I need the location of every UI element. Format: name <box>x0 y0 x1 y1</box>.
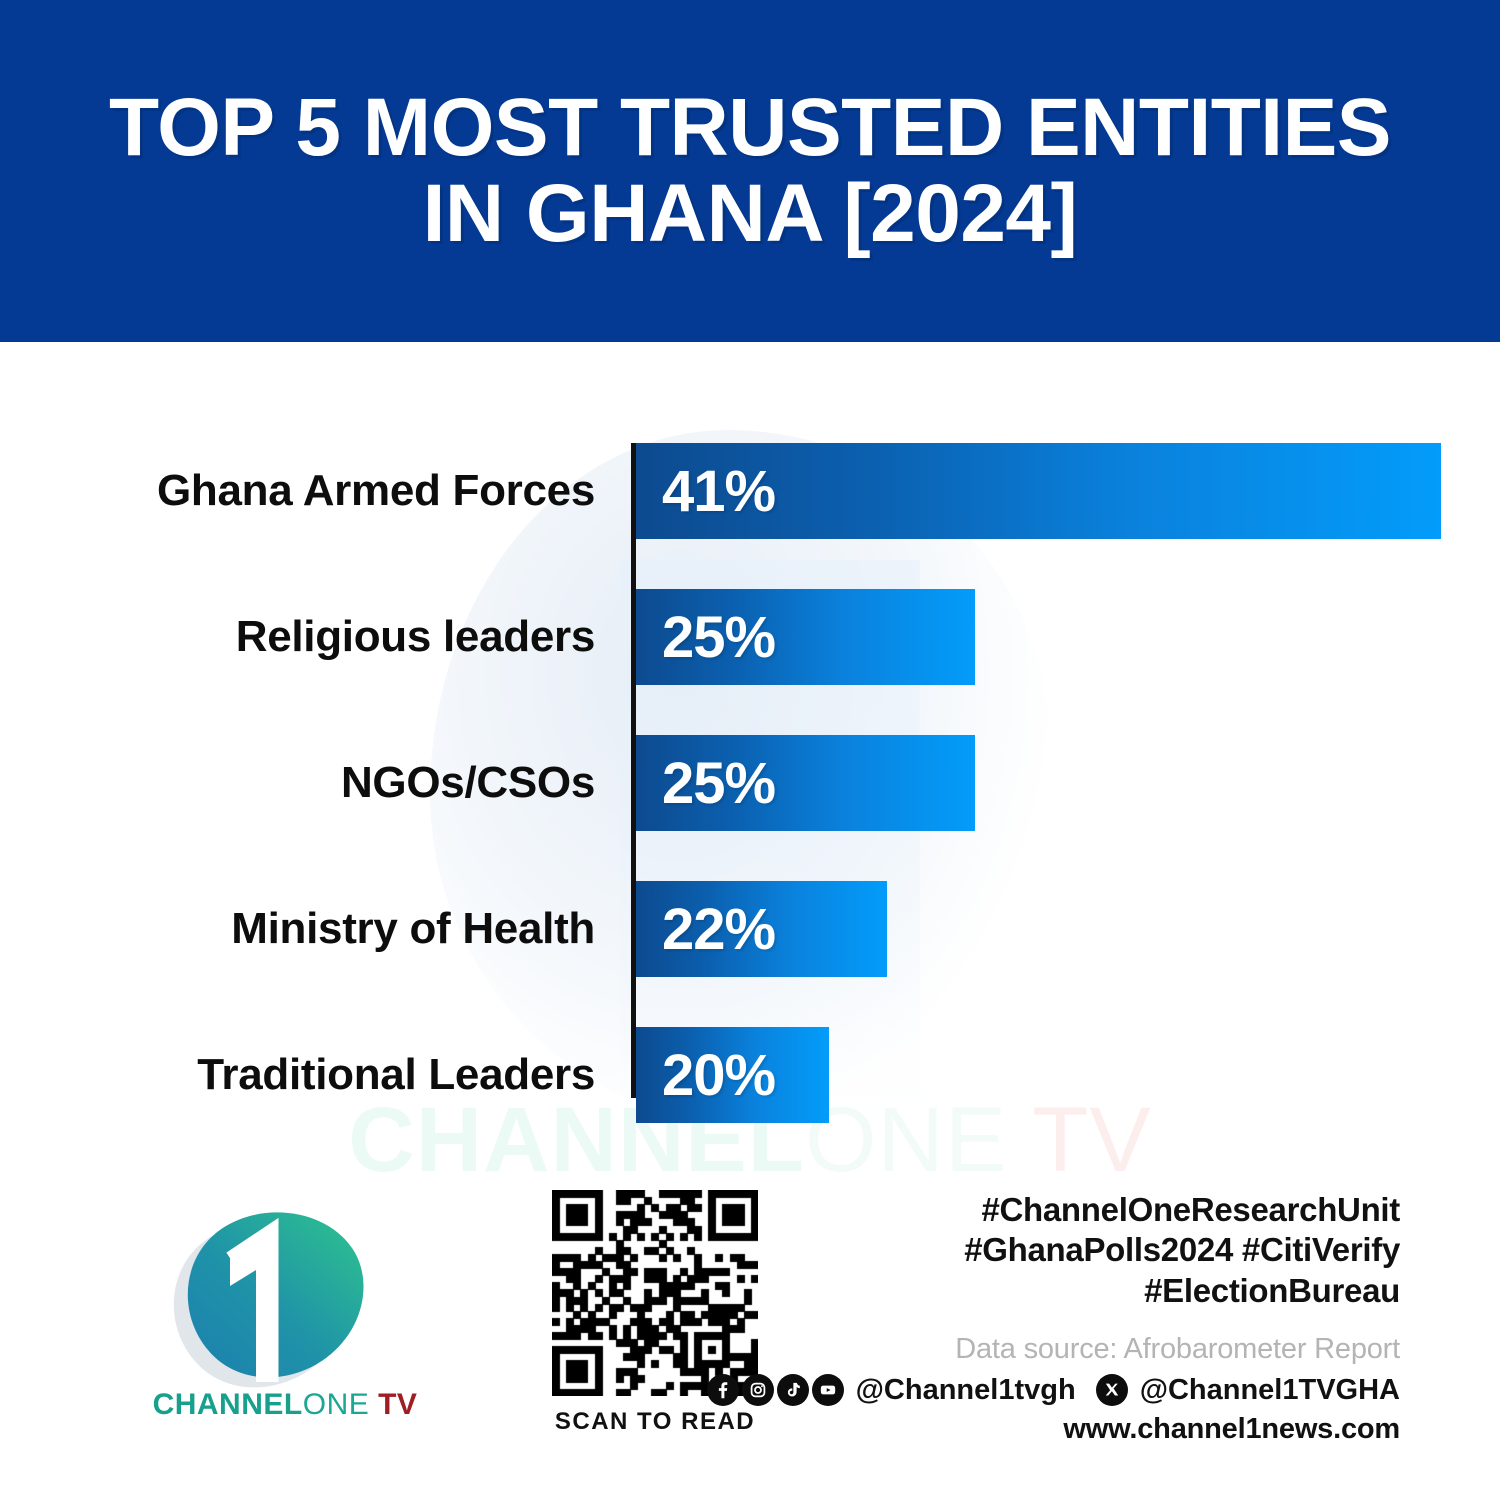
bar-value-label: 25% <box>662 750 776 816</box>
bar-row: Religious leaders 25% <box>0 589 1500 685</box>
hashtag-line-2: #GhanaPolls2024 #CitiVerify <box>964 1231 1400 1269</box>
footer: CHANNELONE TV SCAN TO READ #ChannelOneRe… <box>0 1180 1500 1500</box>
social-handle-x[interactable]: @Channel1TVGHA <box>1139 1373 1400 1406</box>
bar-value-label: 41% <box>662 458 776 524</box>
chart-axis-line <box>631 443 636 1098</box>
bar: 25% <box>636 735 975 831</box>
logo-caption: CHANNELONE TV <box>120 1388 450 1422</box>
x-twitter-icon[interactable] <box>1095 1374 1128 1407</box>
bar: 22% <box>636 881 888 977</box>
facebook-icon[interactable] <box>706 1374 739 1407</box>
header-banner: TOP 5 MOST TRUSTED ENTITIES IN GHANA [20… <box>0 0 1500 342</box>
hashtags: #ChannelOneResearchUnit #GhanaPolls2024 … <box>880 1190 1400 1311</box>
social-handles-row: @Channel1tvgh @Channel1TVGHA <box>706 1373 1400 1407</box>
bar-category-label: Ghana Armed Forces <box>157 466 595 515</box>
bar-row: Ministry of Health 22% <box>0 881 1500 977</box>
header-title-block: TOP 5 MOST TRUSTED ENTITIES IN GHANA [20… <box>50 81 1450 259</box>
qr-code-image[interactable] <box>552 1190 758 1396</box>
bar-value-label: 20% <box>662 1042 776 1108</box>
bar-value-label: 22% <box>662 896 776 962</box>
logo-mark-icon <box>168 1200 378 1390</box>
bar-row: NGOs/CSOs 25% <box>0 735 1500 831</box>
bar-category-label: Ministry of Health <box>231 904 595 953</box>
logo-caption-channel: CHANNEL <box>152 1388 303 1421</box>
bar-value-label: 25% <box>662 604 776 670</box>
qr-code-caption: SCAN TO READ <box>554 1408 756 1435</box>
bar: 20% <box>636 1027 829 1123</box>
bar: 41% <box>636 443 1441 539</box>
tiktok-icon[interactable] <box>776 1374 809 1407</box>
data-source-note: Data source: Afrobarometer Report <box>955 1332 1400 1365</box>
footer-text-block: #ChannelOneResearchUnit #GhanaPolls2024 … <box>706 1190 1400 1446</box>
page-title-line-2: IN GHANA [2024] <box>422 168 1078 259</box>
bar: 25% <box>636 589 975 685</box>
instagram-icon[interactable] <box>741 1374 774 1407</box>
logo-caption-tv: TV <box>369 1388 418 1421</box>
bar-category-label: Traditional Leaders <box>197 1050 595 1099</box>
youtube-icon[interactable] <box>811 1374 844 1407</box>
bar-row: Ghana Armed Forces 41% <box>0 443 1500 539</box>
website-url[interactable]: www.channel1news.com <box>1063 1412 1400 1445</box>
page-title-line-1: TOP 5 MOST TRUSTED ENTITIES <box>109 81 1391 173</box>
qr-code-block[interactable]: SCAN TO READ <box>545 1190 765 1436</box>
social-handle-main[interactable]: @Channel1tvgh <box>855 1373 1076 1406</box>
bar-category-label: Religious leaders <box>235 612 596 661</box>
hashtag-line-1: #ChannelOneResearchUnit <box>981 1191 1400 1228</box>
logo-caption-one: ONE <box>302 1388 370 1421</box>
bar-chart: Ghana Armed Forces 41% Religious leaders 25… <box>0 430 1500 1123</box>
hashtag-line-3: #ElectionBureau <box>1144 1271 1400 1309</box>
channelone-logo: CHANNELONE TV <box>120 1200 450 1450</box>
bar-row: Traditional Leaders 20% <box>0 1027 1500 1123</box>
bar-category-label: NGOs/CSOs <box>340 758 595 807</box>
